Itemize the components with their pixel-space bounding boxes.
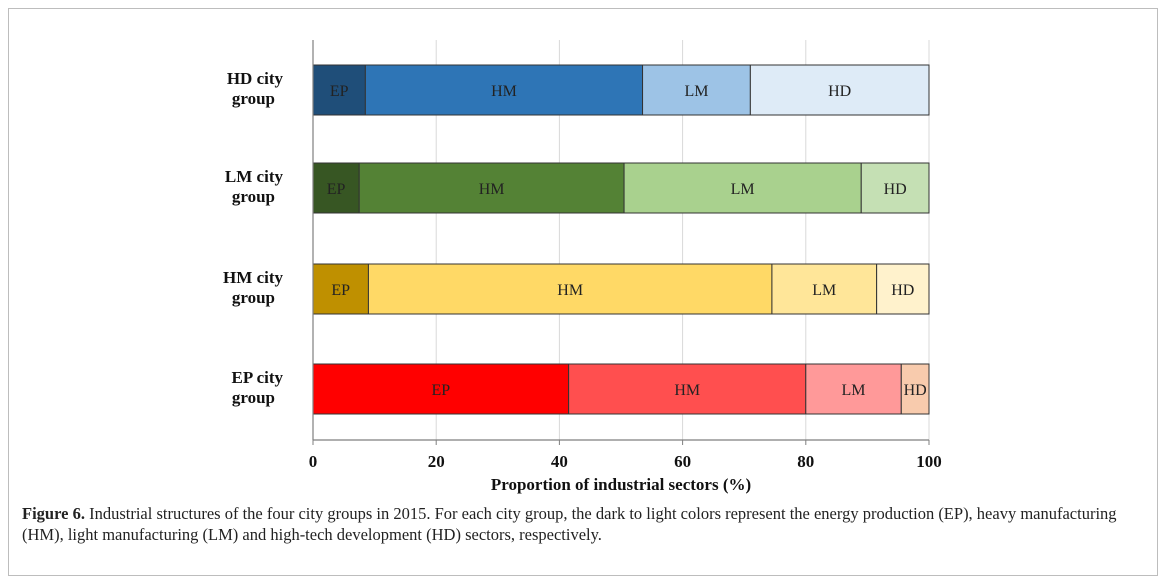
- category-label-ep: EP city group: [232, 368, 284, 407]
- bar-ep-hm: [568, 363, 807, 415]
- bar-ep-lm: [805, 363, 902, 415]
- bar-hd-lm: [642, 64, 751, 116]
- category-label-line: group: [232, 288, 275, 307]
- bar-label-hm-hm: HM: [557, 282, 583, 299]
- bar-lm-hm: [358, 162, 625, 214]
- bar-hd-hd: [749, 64, 930, 116]
- bar-label-ep-lm: LM: [842, 382, 866, 399]
- category-label-line: HD city: [227, 69, 284, 88]
- category-label-lm: LM city group: [225, 167, 284, 206]
- caption-text: Industrial structures of the four city g…: [22, 504, 1117, 544]
- bar-label-lm-lm: LM: [731, 181, 755, 198]
- x-tick-label-80: 80: [797, 452, 814, 471]
- x-tick-label-40: 40: [551, 452, 568, 471]
- bar-label-ep-ep: EP: [431, 382, 450, 399]
- bar-label-hd-ep: EP: [330, 83, 349, 100]
- figure-caption: Figure 6. Industrial structures of the f…: [22, 503, 1142, 545]
- bar-ep-ep: [312, 363, 570, 415]
- bar-label-lm-ep: EP: [327, 181, 346, 198]
- bar-label-lm-hm: HM: [479, 181, 505, 198]
- bar-label-hd-hd: HD: [828, 83, 851, 100]
- category-label-line: group: [232, 388, 275, 407]
- bar-lm-hd: [860, 162, 930, 214]
- bar-ep-hd: [900, 363, 930, 415]
- category-label-line: HM city: [223, 268, 283, 287]
- category-label-line: EP city: [232, 368, 284, 387]
- x-tick-label-0: 0: [309, 452, 318, 471]
- bar-label-hm-hd: HD: [891, 282, 914, 299]
- bar-label-hm-ep: EP: [331, 282, 350, 299]
- category-label-line: group: [232, 187, 275, 206]
- caption-label: Figure 6.: [22, 504, 85, 523]
- bar-label-ep-hm: HM: [674, 382, 700, 399]
- bar-hm-hd: [876, 263, 930, 315]
- bar-hm-hm: [367, 263, 773, 315]
- x-tick-label-20: 20: [428, 452, 445, 471]
- category-label-hd: HD city group: [227, 69, 284, 108]
- bar-label-hm-lm: LM: [812, 282, 836, 299]
- x-tick-label-100: 100: [916, 452, 942, 471]
- bar-label-lm-hd: HD: [884, 181, 907, 198]
- bar-label-ep-hd: HD: [904, 382, 927, 399]
- bar-label-hd-lm: LM: [684, 83, 708, 100]
- x-axis-title: Proportion of industrial sectors (%): [491, 475, 751, 494]
- category-label-line: group: [232, 89, 275, 108]
- category-label-hm: HM city group: [223, 268, 283, 307]
- category-label-line: LM city: [225, 167, 284, 186]
- bar-label-hd-hm: HM: [491, 83, 517, 100]
- x-tick-label-60: 60: [674, 452, 691, 471]
- bar-hd-hm: [364, 64, 644, 116]
